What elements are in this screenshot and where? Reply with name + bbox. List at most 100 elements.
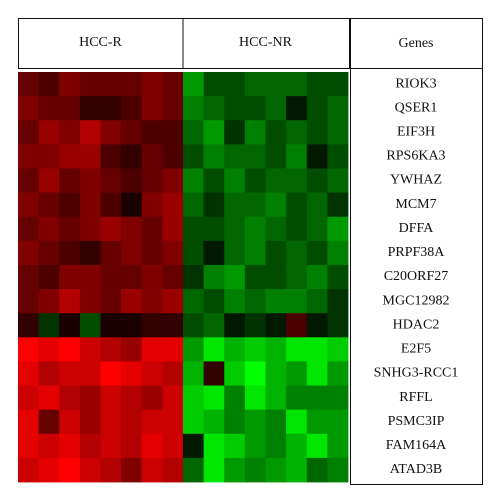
heatmap-cell xyxy=(306,168,328,193)
heatmap xyxy=(18,72,349,483)
gene-label: QSER1 xyxy=(395,100,438,115)
heatmap-cell xyxy=(121,240,143,266)
heatmap-cell xyxy=(306,433,328,459)
gene-label: RIOK3 xyxy=(395,76,436,91)
gene-label: SNHG3-RCC1 xyxy=(374,366,459,381)
heatmap-cell xyxy=(244,240,266,266)
heatmap-cell xyxy=(79,409,101,435)
heatmap-cell xyxy=(286,337,308,362)
heatmap-cell xyxy=(18,192,40,218)
heatmap-cell xyxy=(203,433,225,459)
heatmap-cell xyxy=(121,337,143,362)
heatmap-cell xyxy=(183,72,205,97)
heatmap-cell xyxy=(141,289,163,314)
heatmap-cell xyxy=(18,264,40,290)
heatmap-cell xyxy=(59,192,81,218)
heatmap-cell xyxy=(59,264,81,290)
gene-label: FAM164A xyxy=(386,438,447,453)
heatmap-cell xyxy=(327,96,349,121)
heatmap-cell xyxy=(79,289,101,314)
heatmap-cell xyxy=(18,216,40,242)
heatmap-cell xyxy=(162,168,184,193)
group-header-frame xyxy=(18,18,350,69)
heatmap-cell xyxy=(244,96,266,121)
heatmap-cell xyxy=(203,409,225,435)
heatmap-cell xyxy=(306,240,328,266)
heatmap-cell xyxy=(244,385,266,411)
heatmap-cell xyxy=(141,144,163,169)
heatmap-cell xyxy=(121,433,143,459)
heatmap-cell xyxy=(286,216,308,242)
heatmap-cell xyxy=(286,289,308,314)
heatmap-cell xyxy=(38,168,60,193)
heatmap-cell xyxy=(100,385,122,411)
heatmap-cell xyxy=(59,385,81,411)
heatmap-cell xyxy=(203,240,225,266)
heatmap-cell xyxy=(203,264,225,290)
heatmap-cell xyxy=(121,96,143,121)
heatmap-cell xyxy=(59,433,81,459)
heatmap-cell xyxy=(183,192,205,218)
heatmap-cell xyxy=(286,433,308,459)
heatmap-cell xyxy=(286,96,308,121)
heatmap-cell xyxy=(141,337,163,362)
heatmap-cell xyxy=(306,385,328,411)
heatmap-cell xyxy=(38,96,60,121)
heatmap-cell xyxy=(141,457,163,483)
heatmap-cell xyxy=(244,144,266,169)
heatmap-cell xyxy=(183,337,205,362)
gene-label: PSMC3IP xyxy=(388,414,445,429)
heatmap-cell xyxy=(244,216,266,242)
heatmap-cell xyxy=(306,120,328,145)
heatmap-cell xyxy=(38,361,60,386)
heatmap-cell xyxy=(162,313,184,338)
heatmap-cell xyxy=(265,264,287,290)
heatmap-cell xyxy=(100,409,122,435)
heatmap-cell xyxy=(100,192,122,218)
heatmap-cell xyxy=(306,289,328,314)
heatmap-cell xyxy=(306,409,328,435)
heatmap-cell xyxy=(18,168,40,193)
heatmap-cell xyxy=(327,264,349,290)
heatmap-cell xyxy=(183,289,205,314)
heatmap-cell xyxy=(244,168,266,193)
heatmap-cell xyxy=(100,361,122,386)
heatmap-cell xyxy=(121,313,143,338)
heatmap-cell xyxy=(203,457,225,483)
heatmap-cell xyxy=(183,313,205,338)
heatmap-cell xyxy=(327,240,349,266)
genes-frame xyxy=(350,18,483,485)
heatmap-cell xyxy=(265,457,287,483)
heatmap-cell xyxy=(203,361,225,386)
heatmap-cell xyxy=(306,72,328,97)
heatmap-cell xyxy=(286,385,308,411)
heatmap-cell xyxy=(306,313,328,338)
heatmap-cell xyxy=(38,385,60,411)
heatmap-cell xyxy=(79,313,101,338)
heatmap-cell xyxy=(18,385,40,411)
heatmap-cell xyxy=(286,313,308,338)
heatmap-cell xyxy=(162,289,184,314)
heatmap-cell xyxy=(79,144,101,169)
gene-label: EIF3H xyxy=(397,125,435,140)
heatmap-cell xyxy=(100,289,122,314)
heatmap-cell xyxy=(265,96,287,121)
heatmap-cell xyxy=(59,289,81,314)
heatmap-cell xyxy=(203,289,225,314)
heatmap-cell xyxy=(141,433,163,459)
heatmap-cell xyxy=(59,96,81,121)
heatmap-cell xyxy=(18,361,40,386)
heatmap-cell xyxy=(286,72,308,97)
row-header: Genes xyxy=(399,36,434,51)
heatmap-cell xyxy=(224,337,246,362)
heatmap-cell xyxy=(306,216,328,242)
heatmap-cell xyxy=(327,168,349,193)
heatmap-cell xyxy=(100,313,122,338)
heatmap-cell xyxy=(162,216,184,242)
heatmap-cell xyxy=(141,192,163,218)
gene-label: PRPF38A xyxy=(388,245,446,260)
heatmap-cell xyxy=(162,72,184,97)
heatmap-cell xyxy=(38,120,60,145)
heatmap-cell xyxy=(59,120,81,145)
